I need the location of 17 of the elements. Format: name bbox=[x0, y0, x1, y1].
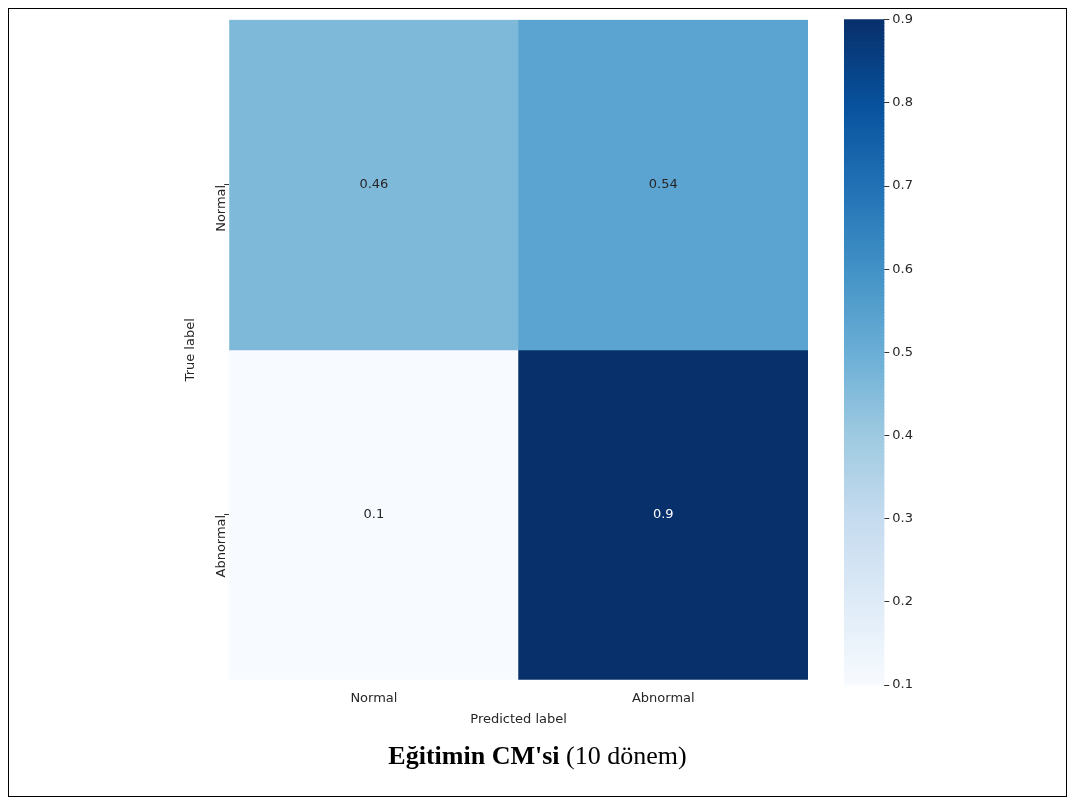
color-bar-label: 0.5 bbox=[892, 343, 914, 359]
color-bar-label: 0.2 bbox=[892, 593, 914, 609]
text: (10 dönem) bbox=[566, 741, 687, 770]
y-axis-title: True label bbox=[182, 318, 198, 383]
color-bar-label: 0.8 bbox=[892, 94, 914, 110]
x-axis-title: Predicted label bbox=[470, 710, 567, 726]
color-bar-label: 0.7 bbox=[892, 177, 914, 193]
color-bar-label: 0.3 bbox=[892, 510, 914, 526]
data-label: 0.46 bbox=[359, 176, 389, 192]
data-label: 0.54 bbox=[648, 176, 678, 192]
text: Eğitimin CM'si bbox=[388, 741, 560, 770]
color-bar-label: 0.9 bbox=[892, 11, 914, 27]
data-label: 0.1 bbox=[363, 506, 385, 522]
color-bar-label: 0.6 bbox=[892, 260, 914, 276]
color-bar-label: 0.1 bbox=[892, 676, 914, 692]
color-bar-label: 0.4 bbox=[892, 426, 914, 442]
data-label: 0.9 bbox=[652, 506, 674, 522]
